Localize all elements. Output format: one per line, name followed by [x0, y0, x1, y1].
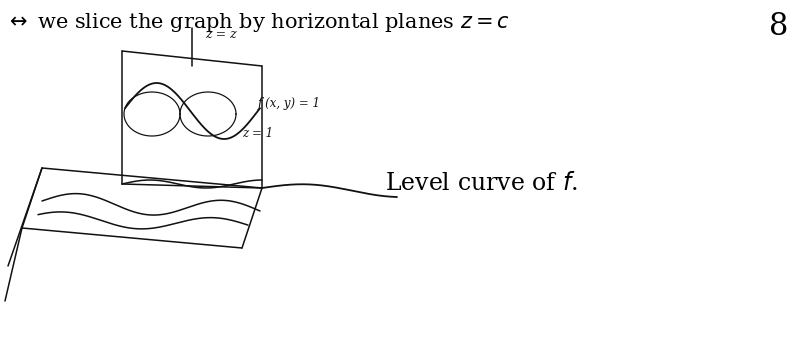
- Text: $\leftrightarrow$ we slice the graph by horizontal planes $z = c$: $\leftrightarrow$ we slice the graph by …: [5, 11, 510, 34]
- Text: z = 1: z = 1: [242, 127, 273, 141]
- Text: Level curve of $f$.: Level curve of $f$.: [385, 173, 578, 195]
- Text: 8: 8: [769, 11, 788, 42]
- Text: z = z: z = z: [205, 28, 237, 41]
- Text: f (x, y) = 1: f (x, y) = 1: [258, 98, 321, 110]
